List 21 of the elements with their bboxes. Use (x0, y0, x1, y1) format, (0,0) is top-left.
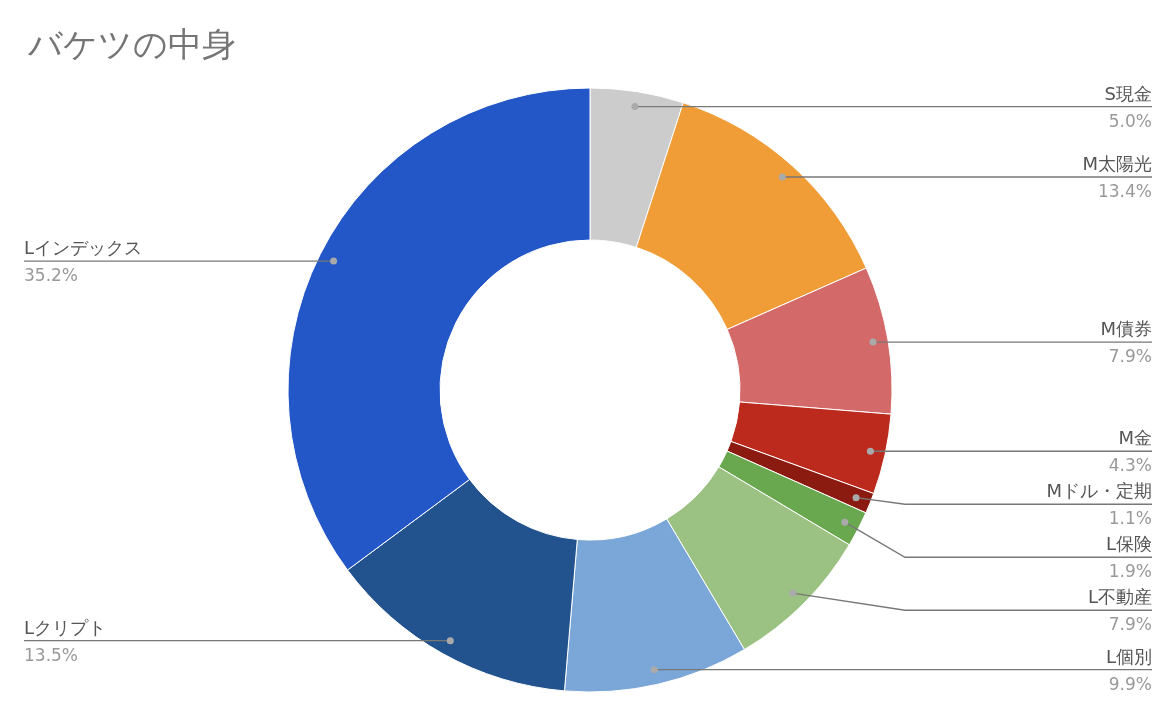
data-label: 1.9% (1108, 561, 1152, 582)
data-label: 5.0% (1108, 110, 1152, 131)
slice-label: M金 (1118, 427, 1152, 449)
slice-label: L保険 (1105, 533, 1152, 555)
slice-label: L不動産 (1087, 586, 1152, 608)
data-label: 1.1% (1108, 508, 1152, 529)
slice-label: Lクリプト (24, 616, 107, 638)
slice-label: S現金 (1104, 82, 1152, 104)
data-label: 7.9% (1108, 614, 1152, 635)
data-label: 9.9% (1108, 673, 1152, 694)
slice-label: Lインデックス (24, 237, 143, 259)
slice-label: L個別 (1105, 645, 1152, 667)
data-label: 13.5% (24, 644, 79, 665)
data-label: 7.9% (1108, 346, 1152, 367)
data-label: 35.2% (24, 265, 79, 286)
slice-label: Mドル・定期 (1046, 480, 1152, 502)
slice-label: M債券 (1100, 318, 1152, 340)
data-label: 4.3% (1108, 455, 1152, 476)
chart-title: バケツの中身 (27, 24, 236, 64)
data-label: 13.4% (1097, 180, 1152, 201)
slice-label: M太陽光 (1082, 152, 1152, 174)
